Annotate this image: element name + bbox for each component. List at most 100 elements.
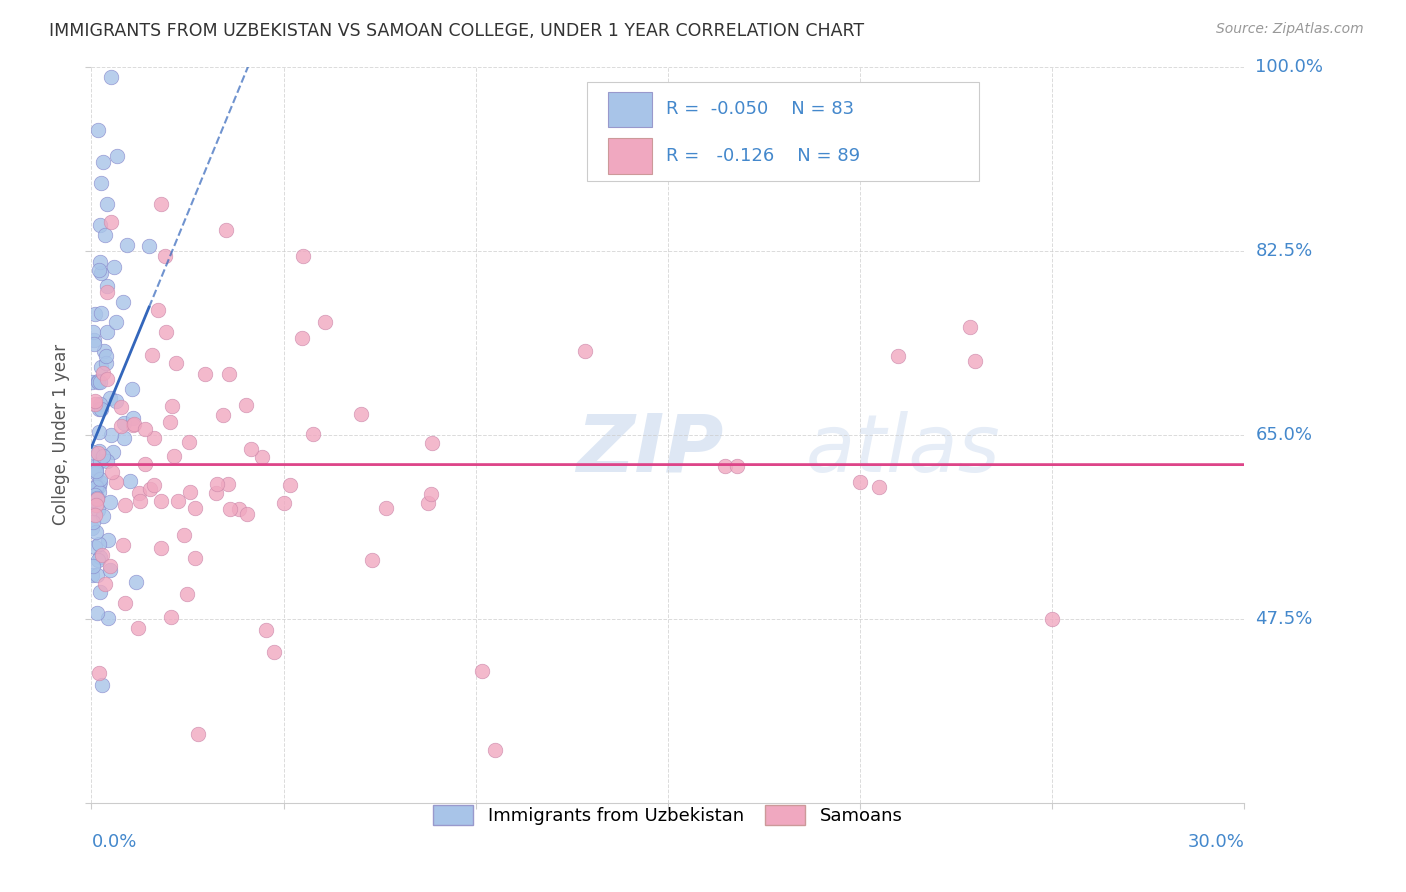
Point (235, 507, 257, 521)
Text: R =  -0.050    N = 83: R = -0.050 N = 83 (665, 101, 853, 119)
Point (254, 623, 277, 637)
Point (218, 502, 240, 516)
Point (127, 621, 149, 635)
Point (89, 549, 111, 564)
Point (215, 223, 238, 237)
Point (112, 431, 135, 445)
Text: 82.5%: 82.5% (1256, 242, 1313, 260)
Point (84, 464, 107, 478)
Point (84, 508, 107, 522)
Point (149, 494, 172, 508)
Point (194, 367, 217, 381)
Legend: Immigrants from Uzbekistan, Samoans: Immigrants from Uzbekistan, Samoans (425, 797, 911, 834)
Point (173, 528, 195, 542)
Point (179, 485, 201, 500)
Point (849, 475, 872, 490)
Point (149, 196, 172, 211)
Point (166, 494, 188, 508)
Point (416, 496, 439, 510)
Point (86, 491, 108, 506)
Point (725, 459, 748, 474)
Point (96, 454, 118, 468)
Point (155, 326, 177, 340)
Point (314, 315, 336, 329)
Point (121, 382, 143, 396)
Point (184, 550, 207, 565)
Point (96, 356, 118, 370)
Point (91, 548, 114, 562)
Point (150, 541, 173, 555)
Text: 47.5%: 47.5% (1256, 610, 1313, 628)
Point (86, 568, 108, 582)
Point (176, 587, 198, 601)
Text: 0.0%: 0.0% (91, 833, 136, 851)
Point (94, 577, 117, 591)
Point (146, 302, 169, 317)
Point (159, 610, 181, 624)
Point (134, 422, 156, 436)
Point (100, 427, 122, 442)
Point (98, 563, 121, 577)
Text: IMMIGRANTS FROM UZBEKISTAN VS SAMOAN COLLEGE, UNDER 1 YEAR CORRELATION CHART: IMMIGRANTS FROM UZBEKISTAN VS SAMOAN COL… (49, 22, 865, 40)
Point (86, 479, 108, 493)
Point (82, 558, 104, 573)
Point (153, 249, 176, 263)
Point (184, 501, 207, 516)
Point (105, 475, 128, 489)
Point (89, 263, 111, 277)
Point (90, 176, 112, 190)
Point (87, 446, 110, 460)
Point (228, 502, 250, 516)
Point (187, 727, 209, 741)
Point (87, 425, 110, 439)
Point (87, 402, 110, 417)
Point (422, 435, 444, 450)
Point (217, 477, 239, 491)
Point (204, 486, 226, 500)
Point (84, 482, 107, 496)
Point (86, 606, 108, 620)
Text: 100.0%: 100.0% (1256, 58, 1323, 76)
Point (965, 354, 987, 368)
Point (101, 465, 124, 479)
Point (887, 349, 910, 363)
Point (89, 665, 111, 680)
Point (121, 418, 143, 433)
Point (89, 375, 111, 389)
Point (93, 449, 115, 463)
Point (86, 375, 108, 389)
Text: atlas: atlas (806, 410, 1001, 489)
Point (82, 568, 104, 582)
Point (122, 410, 145, 425)
Point (134, 457, 156, 471)
Point (374, 500, 396, 515)
Point (93, 344, 115, 359)
Point (82, 444, 104, 458)
Text: Source: ZipAtlas.com: Source: ZipAtlas.com (1216, 22, 1364, 37)
Point (90, 401, 112, 416)
Point (218, 367, 240, 381)
Point (177, 435, 200, 450)
Point (104, 393, 127, 408)
Text: ZIP: ZIP (575, 410, 723, 489)
Point (84, 480, 107, 494)
Point (250, 450, 273, 464)
Point (112, 538, 135, 552)
Point (91, 154, 114, 169)
Point (162, 399, 184, 413)
Point (235, 398, 257, 412)
Point (83, 460, 105, 475)
Point (87, 502, 110, 516)
FancyBboxPatch shape (607, 92, 652, 127)
Point (350, 408, 373, 422)
Point (959, 320, 981, 334)
Point (122, 417, 145, 432)
Point (138, 482, 160, 496)
Point (89, 475, 111, 489)
Point (96, 325, 118, 339)
Point (100, 70, 122, 85)
Point (360, 553, 382, 567)
Point (1040, 612, 1063, 626)
Point (91, 366, 114, 380)
Point (110, 401, 132, 415)
